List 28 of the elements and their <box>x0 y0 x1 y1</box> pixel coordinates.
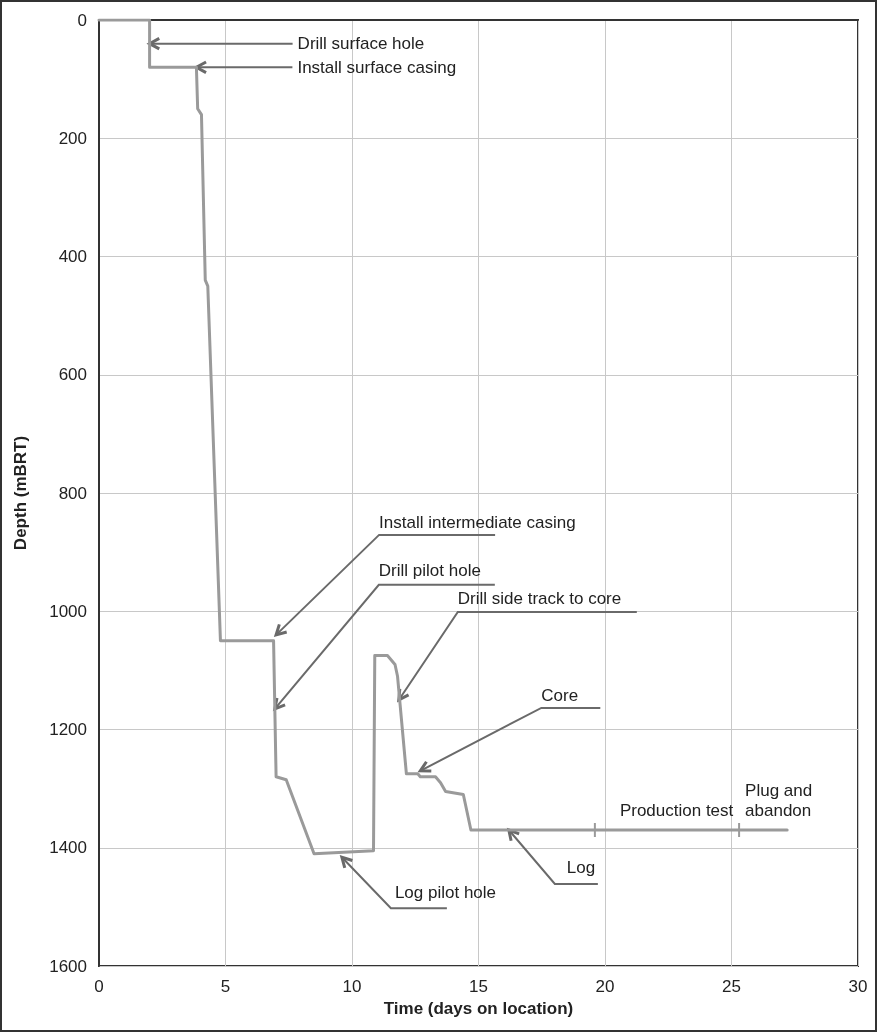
x-tick-label: 5 <box>220 977 231 996</box>
annotation: Drill side track to core <box>457 589 622 609</box>
y-tick-label: 1200 <box>49 720 87 739</box>
y-tick-label: 0 <box>77 10 87 30</box>
x-tick-label: 25 <box>722 977 741 996</box>
y-tick-label: 1000 <box>49 601 87 621</box>
y-tick-label: 200 <box>58 128 87 148</box>
annotation: Plug and abandon <box>745 780 813 820</box>
annotation: Install intermediate casing <box>379 513 576 533</box>
y-tick-label: 600 <box>58 365 87 385</box>
x-tick-label: 30 <box>848 977 868 996</box>
x-tick-label: 15 <box>469 977 488 996</box>
y-tick-label: 800 <box>58 483 87 503</box>
x-tick-label: 0 <box>94 977 104 996</box>
annotation: Log pilot hole <box>394 882 497 902</box>
x-axis-title: Time (days on location) <box>383 999 574 1018</box>
annotation: Core <box>541 686 579 706</box>
x-tick-label: 10 <box>342 977 362 996</box>
annotation: Drill surface hole <box>297 34 425 54</box>
x-tick-label: 20 <box>595 977 615 996</box>
y-tick-label: 1600 <box>49 956 87 976</box>
annotation: Log <box>566 857 596 877</box>
annotation: Drill pilot hole <box>378 561 481 581</box>
annotation: Production test <box>619 800 734 820</box>
y-tick-label: 400 <box>58 247 87 266</box>
y-axis-title: Depth (mBRT) <box>11 435 30 551</box>
y-tick-label: 1400 <box>49 838 87 858</box>
annotation: Install surface casing <box>297 57 457 77</box>
